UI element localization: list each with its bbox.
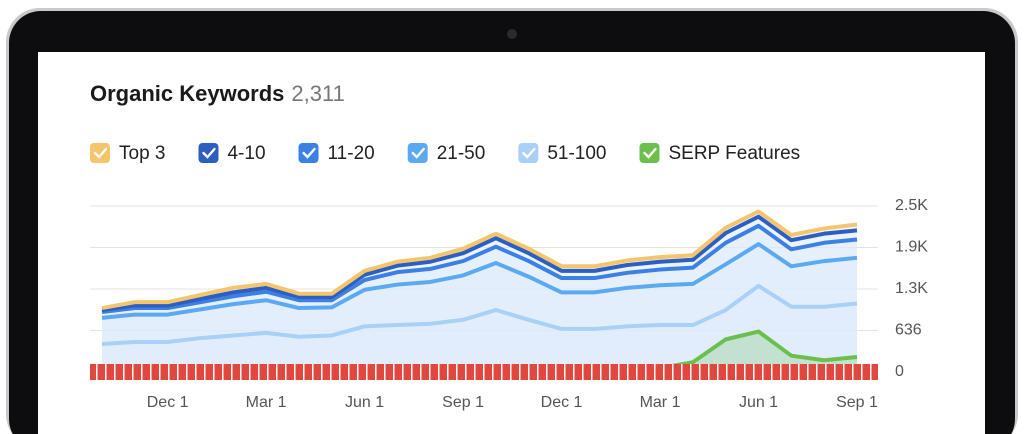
legend-item[interactable]: 11-20 <box>298 143 375 164</box>
legend-item[interactable]: SERP Features <box>639 143 800 164</box>
legend-checkbox <box>518 143 539 163</box>
legend-item[interactable]: 4-10 <box>198 143 266 164</box>
legend-checkbox <box>407 143 428 163</box>
series-line <box>101 223 858 314</box>
area-fill <box>102 216 857 372</box>
legend-label: 11-20 <box>328 143 375 164</box>
y-tick-label: 1.9K <box>895 239 928 256</box>
legend-check <box>302 147 316 159</box>
x-tick-label: Dec 1 <box>147 394 189 411</box>
x-tick-label: Jun 1 <box>345 394 384 411</box>
series-line <box>101 242 858 320</box>
x-tick-label: Mar 1 <box>640 394 681 411</box>
y-tick-label: 636 <box>895 322 922 339</box>
legend-item[interactable]: 21-50 <box>407 143 486 164</box>
x-tick-label: Sep 1 <box>836 394 878 411</box>
x-tick-label: Jun 1 <box>739 394 778 411</box>
legend-checkbox <box>298 143 319 163</box>
legend-item[interactable]: 51-100 <box>518 143 606 164</box>
area-fill <box>102 244 857 372</box>
plot: 0 636 1.3K 1.9K 2.5K Dec 1 Mar 1 Jun 1 Sep 1 Dec … <box>90 197 928 411</box>
y-tick-label: 0 <box>895 363 904 380</box>
series-line <box>101 214 858 312</box>
legend-check <box>643 147 657 159</box>
legend-label: Top 3 <box>119 143 165 164</box>
legend-check <box>93 147 108 159</box>
legend-check <box>411 147 425 159</box>
series-line <box>101 283 858 346</box>
legend-item[interactable]: Top 3 <box>90 143 165 164</box>
chart-title: Organic Keywords 2,311 <box>90 81 345 106</box>
area-fill <box>102 211 857 372</box>
total-count: 2,311 <box>291 81 344 106</box>
camera <box>507 29 517 39</box>
y-tick-label: 2.5K <box>895 197 928 214</box>
legend-check <box>202 147 216 159</box>
legend-label: SERP Features <box>668 143 800 164</box>
y-tick-label: 1.3K <box>895 280 928 297</box>
x-tick-label: Mar 1 <box>246 394 287 411</box>
legend-check <box>522 147 536 159</box>
legend-checkbox <box>198 143 219 163</box>
x-tick-label: Sep 1 <box>442 394 484 411</box>
x-tick-label: Dec 1 <box>541 394 583 411</box>
area-fill <box>102 285 857 372</box>
legend-checkbox <box>639 143 660 163</box>
legend-label: 4-10 <box>227 143 265 164</box>
series-line <box>101 209 858 311</box>
legend-checkbox <box>90 143 110 163</box>
legend-label: 21-50 <box>437 143 486 164</box>
legend-label: 51-100 <box>547 143 606 164</box>
serp-strip <box>90 364 878 380</box>
title-text: Organic Keywords <box>90 81 284 106</box>
